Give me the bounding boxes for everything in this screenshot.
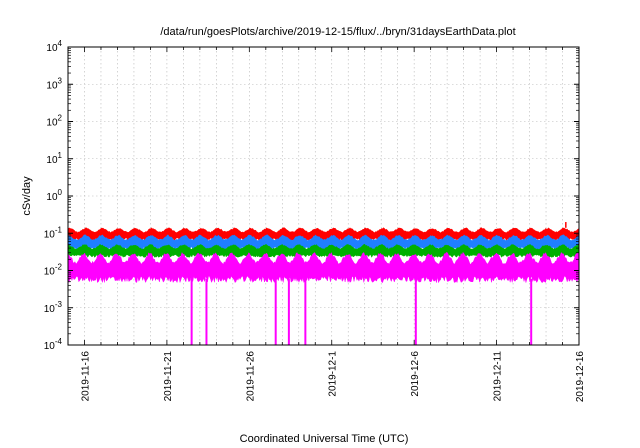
x-tick-label: 2019-11-21: [163, 351, 174, 402]
y-tick-label: 10-2: [44, 263, 63, 278]
axis-ticks: [67, 46, 580, 346]
data-series: [67, 222, 580, 345]
y-tick-labels: 10-4 10-3 10-2 10-1 100 101 102 103 104: [44, 39, 63, 352]
chart-title: /data/run/goesPlots/archive/2019-12-15/f…: [160, 26, 515, 38]
grid-lines: [68, 47, 579, 345]
y-tick-label: 101: [46, 151, 62, 166]
x-tick-label: 2019-11-26: [245, 351, 256, 402]
x-tick-label: 2019-12-11: [493, 351, 504, 402]
y-tick-label: 10-4: [44, 337, 63, 352]
series-4: [67, 251, 580, 345]
y-tick-label: 10-1: [44, 225, 63, 240]
x-axis-label: Coordinated Universal Time (UTC): [240, 433, 409, 445]
x-tick-label: 2019-12-1: [328, 351, 339, 397]
x-tick-label: 2019-12-16: [575, 351, 586, 403]
series-1: [67, 222, 580, 242]
y-tick-label: 104: [46, 39, 62, 54]
y-tick-label: 103: [46, 76, 62, 91]
y-tick-label: 102: [46, 114, 62, 129]
y-tick-label: 100: [46, 188, 62, 203]
x-tick-label: 2019-12-6: [410, 351, 421, 397]
y-axis-label: cSv/day: [21, 176, 33, 216]
x-tick-label: 2019-11-16: [80, 351, 91, 402]
y-tick-label: 10-3: [44, 300, 63, 315]
x-tick-labels: 2019-11-16 2019-11-21 2019-11-26 2019-12-1 2…: [80, 351, 586, 403]
